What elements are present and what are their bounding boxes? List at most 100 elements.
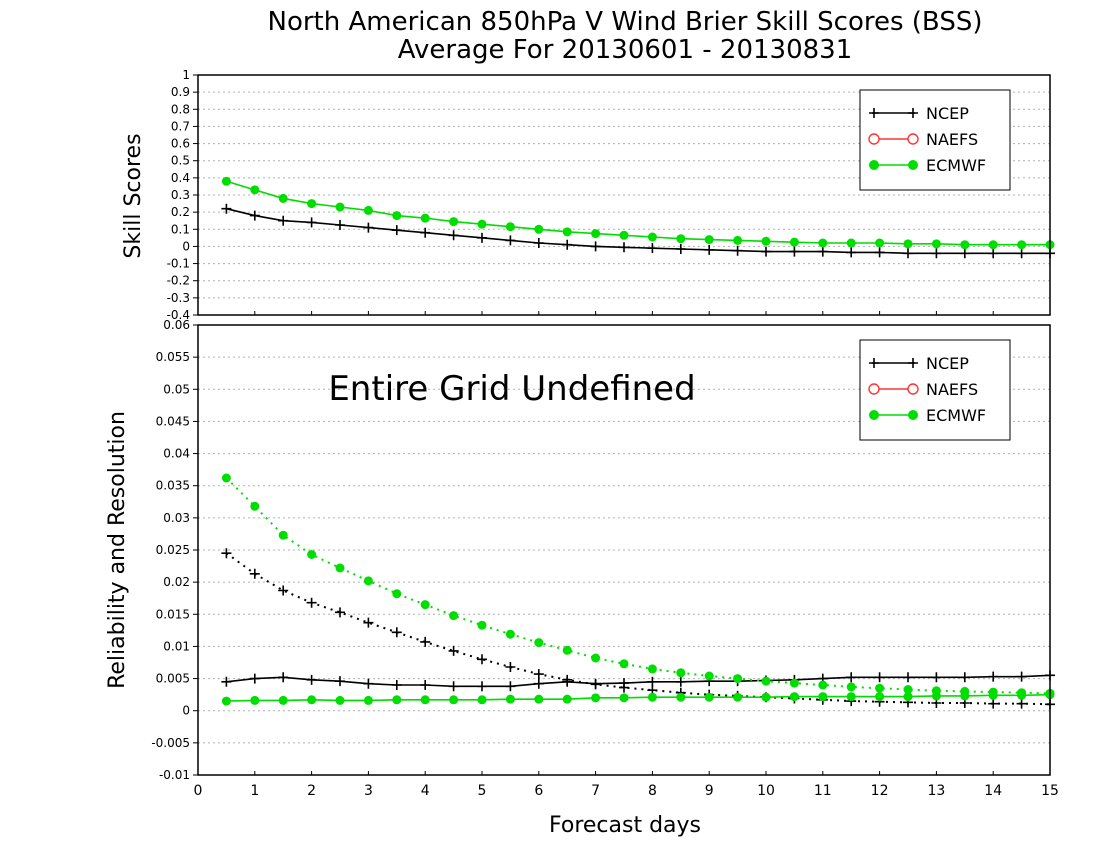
top-y-tick-label: 0.8 [171,102,190,116]
top-plot-frame [197,74,1051,316]
top-y-tick-label: 0 [182,239,190,253]
grid-undefined-annotation: Entire Grid Undefined [328,369,695,409]
top-point-ncep [647,243,658,254]
bottom-y-tick-label: 0.06 [163,318,190,332]
top-y-tick-label: 0.3 [171,188,190,202]
bottom-point-ecmwf [420,695,430,705]
top-y-tick-label: 0.1 [171,222,190,236]
top-point-ncep [931,248,942,259]
bottom-point-ecmwf [591,693,601,703]
bottom-legend-marker-naefs [907,383,919,395]
top-point-ecmwf [846,238,856,248]
top-point-ncep [477,232,487,243]
bottom-point-ecmwf [278,530,288,540]
bottom-y-tick-label: 0.035 [156,479,190,493]
chart-subtitle: Average For 20130601 - 20130831 [398,35,853,65]
top-point-ncep [761,246,771,257]
top-point-ncep [988,248,999,259]
top-point-ecmwf [931,239,941,249]
bottom-y-tick-label: -0.005 [151,736,190,750]
bottom-point-ecmwf [761,676,771,686]
bottom-point-ncep [420,636,431,647]
bottom-y-tick-label: 0.01 [163,639,190,653]
bottom-series-line-ncep [225,552,1051,706]
top-point-ecmwf [505,222,515,232]
bottom-point-ncep [477,681,487,692]
bottom-point-ecmwf [534,638,544,648]
top-point-ncep [363,222,374,233]
top-y-tick-label: -0.4 [167,308,190,322]
top-point-ncep [562,239,573,250]
bottom-point-ecmwf [789,678,799,688]
bottom-point-ecmwf [704,692,714,702]
bottom-point-ecmwf [250,695,260,705]
bottom-point-ncep [959,672,970,683]
bottom-y-tick-label: 0.005 [156,672,190,686]
bottom-point-ecmwf [875,692,885,702]
bottom-point-ecmwf [363,695,373,705]
x-tick-label: 3 [364,783,373,799]
top-point-ncep [959,248,970,259]
bottom-point-ncep [278,672,289,683]
bottom-point-ncep [221,676,232,687]
top-point-ecmwf [307,199,317,209]
bottom-point-ecmwf [562,694,572,704]
top-point-ecmwf [477,219,487,229]
bottom-point-ncep [988,671,999,682]
top-point-ncep [391,225,402,236]
top-point-ncep [817,246,828,257]
x-tick-label: 10 [757,783,775,799]
top-point-ncep [675,244,686,254]
top-point-ncep [789,246,800,257]
bottom-point-ncep [590,679,601,690]
bottom-y-tick-label: 0.05 [163,382,190,396]
x-tick-label: 15 [1041,783,1059,799]
bottom-point-ecmwf [903,685,913,694]
bottom-point-ecmwf [733,692,743,702]
bottom-point-ncep [306,674,317,685]
top-point-ncep [1016,248,1027,259]
bottom-point-ecmwf [221,696,231,706]
bottom-legend-marker-naefs [868,383,880,395]
bottom-y-tick-label: 0.03 [163,511,190,525]
bottom-point-ncep [249,673,260,684]
bottom-point-ecmwf [875,683,885,693]
top-legend-box [859,89,1011,191]
x-tick-label: 9 [705,783,714,799]
skill-score-panel: 1 0.9 0.8 0.7 0.6 0.5 0.4 0.3 0.2 0.1 0 -0.1 -0.2 -0.… [167,68,1055,322]
top-point-ncep [732,245,743,256]
bottom-y-tick-label: 0.045 [156,414,190,428]
top-point-ncep [278,215,289,226]
bottom-point-ecmwf [676,692,686,702]
top-legend-marker-ncep [908,108,918,118]
chart-title: North American 850hPa V Wind Brier Skill… [268,7,983,37]
bottom-legend-marker-ncep [908,358,918,368]
bottom-point-ecmwf [477,695,487,705]
top-legend-label-ncep: NCEP [926,104,969,123]
bottom-point-ncep [505,681,516,692]
bottom-point-ecmwf [505,629,515,639]
top-y-tick-label: -0.3 [167,291,190,305]
x-tick-label: 11 [814,783,832,799]
bottom-point-ecmwf [761,692,771,702]
bottom-legend-label-ecmwf: ECMWF [926,406,986,425]
bottom-point-ncep [420,680,431,690]
bottom-series-line-ecmwf [226,693,1051,702]
reliability-resolution-panel: 0.060.0550.050.0450.040.0350.030.0250.02… [151,318,1059,799]
bottom-point-ecmwf [619,659,629,669]
bottom-point-ncep [391,680,402,690]
bottom-point-ecmwf [704,671,714,681]
top-legend-marker-ncep [869,108,879,118]
bottom-point-ncep [1016,698,1027,709]
top-y-tick-label: 0.5 [171,154,190,168]
top-point-ecmwf [960,240,970,250]
bottom-point-ecmwf [363,576,373,586]
x-tick-label: 12 [871,783,889,799]
top-point-ncep [590,241,601,252]
top-point-ecmwf [591,229,601,239]
bottom-point-ecmwf [534,694,544,704]
top-point-ecmwf [619,230,629,240]
bottom-point-ecmwf [591,653,601,663]
top-point-ecmwf [704,235,714,245]
